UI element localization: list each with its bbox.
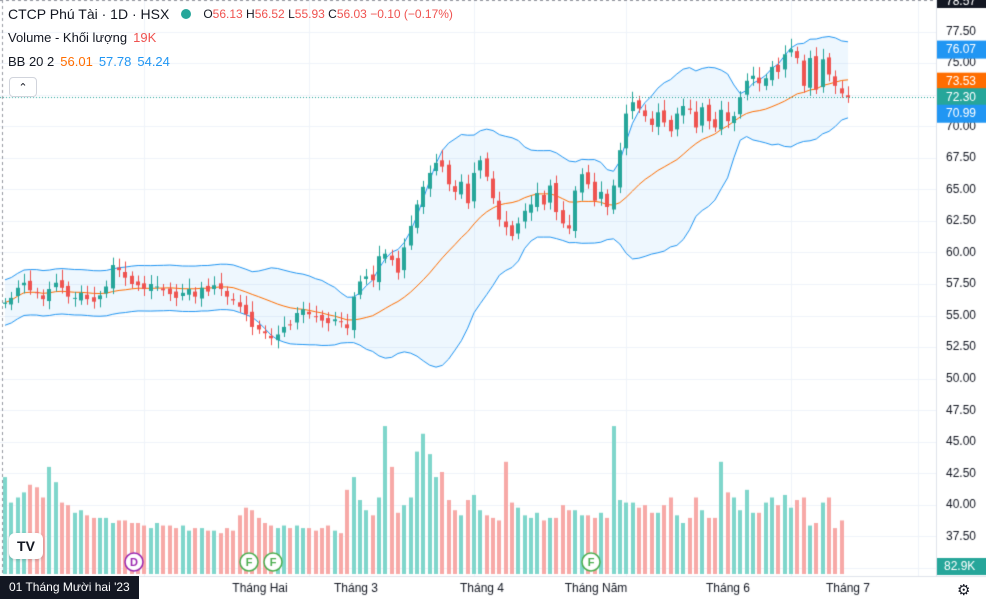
close-value: 56.03 [336,7,367,21]
change-value: −0.10 (−0.17%) [370,7,453,21]
logo-text: TV [17,538,35,554]
bb-upper-value: 57.78 [98,54,132,69]
symbol-title[interactable]: CTCP Phú Tài · 1D · HSX [8,6,170,22]
bb-basis-value: 56.01 [60,54,93,69]
bb-label: BB 20 2 [8,54,55,69]
market-status-icon [181,9,192,19]
volume-value: 19K [133,30,157,45]
gear-icon[interactable]: ⚙ [957,582,971,599]
crosshair-date-label: 01 Tháng Mười hai '23 [0,576,139,599]
volume-label: Volume - Khối lượng [8,30,128,45]
volume-legend[interactable]: Volume - Khối lượng 19K [8,30,156,45]
tradingview-logo[interactable]: TV [9,533,43,559]
open-value: 56.13 [212,7,243,21]
bb-lower-value: 54.24 [137,54,170,69]
open-label: O [203,7,213,21]
chevron-up-icon: ⌃ [18,81,28,94]
high-value: 56.52 [254,7,285,21]
collapse-legend-button[interactable]: ⌃ [9,77,37,97]
symbol-legend: CTCP Phú Tài · 1D · HSX O56.13 H56.52 L5… [8,6,453,22]
low-value: 55.93 [294,7,325,21]
high-label: H [246,7,255,21]
bb-legend[interactable]: BB 20 2 56.01 57.78 54.24 [8,54,170,69]
low-label: L [288,7,295,21]
close-label: C [328,7,337,21]
